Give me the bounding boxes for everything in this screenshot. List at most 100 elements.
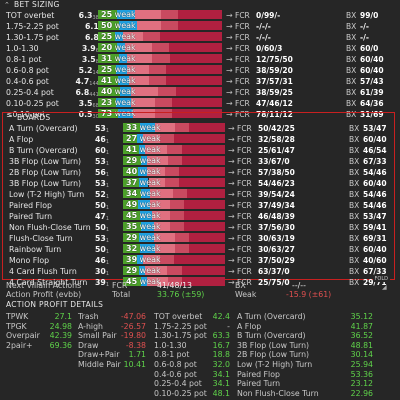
bar-segment — [124, 43, 153, 52]
bet-row[interactable]: 0.6-0.8 pot 5.214025 weak → FCR 38/59/20 BX6… — [0, 65, 400, 76]
detail-value: 42.4 — [212, 312, 230, 321]
sample-size: 1 — [105, 238, 109, 244]
bet-row[interactable]: ≤0.10 pot 0.530473 weak → FCR 78/11/12 BX31/… — [0, 109, 400, 120]
bet-row[interactable]: 0.25-0.4 pot 6.84412 40 weak → FCR 38/59/25 B… — [0, 87, 400, 98]
arrow-right-icon: → — [226, 77, 233, 86]
bet-row[interactable]: 0.10-0.25 pot 3.568023 weak → FCR 47/46/12 B… — [0, 98, 400, 109]
collapse-icon[interactable]: ◢ — [382, 284, 387, 291]
count-value: 60 — [94, 146, 106, 155]
bar-segment — [118, 21, 138, 30]
board-row[interactable]: 4 Card Flush Turn 301 29 weak → FCR 63/37/0 B… — [3, 266, 394, 277]
board-row-count: 531 — [81, 233, 109, 246]
bx-prefix: BX — [346, 99, 357, 108]
bar-label: 20 weak — [101, 43, 136, 53]
board-row-count: 601 — [81, 145, 109, 158]
bx-prefix: BX — [346, 77, 357, 86]
fcr-prefix: FCR — [235, 88, 250, 97]
board-row[interactable]: Rainbow Turn 501 32 weak → FCR 30/63/27 BX 60/… — [3, 244, 394, 255]
board-row[interactable]: 4 Card Straight Turn 391 45 weak → FCR 25/75… — [3, 277, 394, 288]
bet-row[interactable]: TOT overbet 6.338725 weak → FCR 0/99/- BX99/… — [0, 10, 400, 21]
bar-segment — [98, 43, 118, 52]
sample-size: 1 — [105, 216, 109, 222]
count-value: 53 — [94, 124, 106, 133]
detail-label: 2pair+ — [6, 340, 33, 350]
board-row-bx: 60/40 — [363, 245, 387, 254]
bar-segment — [166, 65, 222, 74]
board-row[interactable]: 3B Flop (Low Turn) 531 29 weak → FCR 33/67/0… — [3, 156, 394, 167]
board-row-fcr: 63/37/0 — [258, 267, 290, 276]
board-row-bar: 33 weak — [123, 123, 225, 134]
bar-segment — [151, 211, 170, 220]
sample-size: 680 — [92, 103, 102, 109]
board-row-fcr: 30/63/19 — [258, 234, 295, 243]
fcr-prefix: FCR — [237, 124, 252, 133]
board-row[interactable]: A Flop 461 27 weak → FCR 32/58/28 BX 60/40 — [3, 134, 394, 145]
detail-value: 32.0 — [212, 360, 230, 369]
board-row[interactable]: Paired Flop 501 49 weak → FCR 37/49/34 BX 54/4… — [3, 200, 394, 211]
bar-segment — [179, 178, 225, 187]
bet-row-fcr: -/-/- — [256, 22, 271, 31]
weak-word: weak — [137, 189, 161, 198]
board-row-fcr: 57/38/50 — [258, 168, 295, 177]
board-row[interactable]: Non Flush-Close Turn 501 35 weak → FCR 37/56… — [3, 222, 394, 233]
board-row-count: 521 — [81, 189, 109, 202]
bar-segment — [98, 98, 117, 107]
bar-segment — [189, 123, 225, 132]
boards-header[interactable]: ⌃ BOARDS — [3, 113, 394, 123]
detail-value: 36.52 — [350, 331, 373, 341]
bar-segment — [143, 255, 160, 264]
count-value: 53 — [94, 157, 106, 166]
weak-percent: 25 — [101, 65, 113, 74]
board-row[interactable]: Low (T-2 High) Turn 521 34 weak → FCR 39/54/… — [3, 189, 394, 200]
bx-prefix: BX — [349, 245, 360, 254]
bet-row-count: 5.2140 — [72, 65, 102, 78]
arrow-right-icon: → — [228, 168, 235, 177]
weak-word: weak — [137, 255, 161, 264]
board-row[interactable]: Paired Turn 471 45 weak → FCR 46/48/39 BX 53/4… — [3, 211, 394, 222]
bet-sizing-header[interactable]: ⌃ BET SIZING — [0, 0, 400, 10]
bet-row[interactable]: 0.4-0.6 pot 4.71440 41 weak → FCR 37/57/31 BX… — [0, 76, 400, 87]
bar-segment — [154, 109, 173, 118]
count-value: 46 — [94, 256, 106, 265]
bet-row-bx: 57/43 — [360, 77, 384, 86]
bar-segment — [172, 98, 222, 107]
bar-segment — [118, 109, 134, 118]
board-row-bar: 29 weak — [123, 156, 225, 167]
board-row[interactable]: B Turn (Overcard) 601 41 weak → FCR 25/61/47… — [3, 145, 394, 156]
bx-prefix: BX — [346, 88, 357, 97]
bar-segment — [169, 211, 185, 220]
board-row[interactable]: A Turn (Overcard) 531 33 weak → FCR 50/42/25… — [3, 123, 394, 134]
bar-segment — [98, 87, 120, 96]
chevron-icon: ⌃ — [4, 1, 11, 9]
detail-label: TPWK — [6, 312, 29, 321]
bx-prefix: BX — [349, 168, 360, 177]
detail-label: A-high — [78, 321, 103, 331]
board-row-label: B Turn (Overcard) — [9, 146, 78, 155]
board-row-label: A Turn (Overcard) — [9, 124, 78, 133]
detail-label: 0.8-1 pot — [154, 350, 190, 360]
sample-size: 1 — [105, 227, 109, 233]
sample-size: 1 — [105, 150, 109, 156]
details-header[interactable]: ACTION PROFIT DETAILS — [0, 300, 400, 310]
bar-label: 35 weak — [126, 222, 161, 232]
bar-segment — [141, 222, 154, 231]
count-value: 0.5 — [78, 110, 93, 119]
fcr-prefix: FCR — [235, 33, 250, 42]
bar-segment — [130, 87, 159, 96]
board-row[interactable]: Mono Flop 461 39 weak → FCR 37/50/29 BX 40/60 — [3, 255, 394, 266]
board-row-bar: 27 weak — [123, 134, 225, 145]
arrow-right-icon: → — [228, 135, 235, 144]
count-value: 5.2 — [78, 66, 93, 75]
bar-segment — [116, 98, 132, 107]
bar-segment — [160, 10, 179, 19]
bx-prefix: BX — [346, 11, 357, 20]
board-row-count: 301 — [81, 266, 109, 279]
board-row[interactable]: 3B Flop (Low Turn) 531 37 weak → FCR 54/46/2… — [3, 178, 394, 189]
board-row[interactable]: Flush-Close Turn 531 29 weak → FCR 30/63/19 B… — [3, 233, 394, 244]
board-row[interactable]: 2B Flop (Low Turn) 561 40 weak → FCR 57/38/5… — [3, 167, 394, 178]
